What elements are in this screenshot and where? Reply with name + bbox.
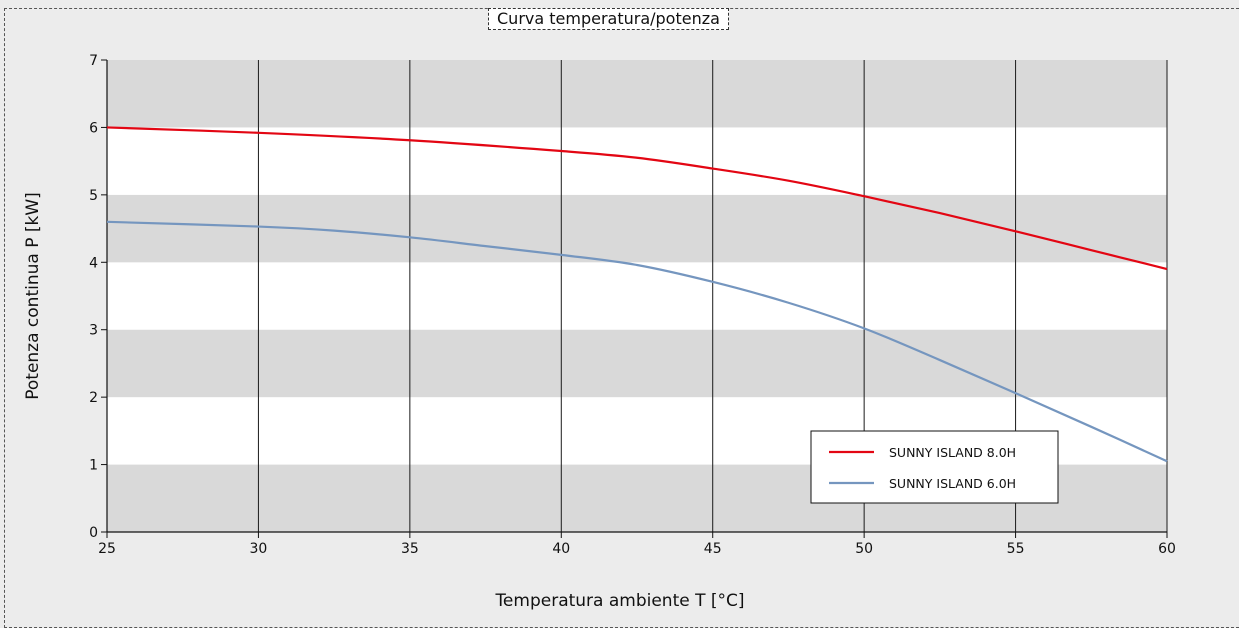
series-line-sunny-island-8-0h — [106, 126, 1168, 271]
legend-label: SUNNY ISLAND 6.0H — [889, 476, 1016, 491]
legend-label: SUNNY ISLAND 8.0H — [889, 445, 1016, 460]
grid-band — [107, 60, 1167, 128]
x-tick-label: 60 — [1158, 541, 1176, 557]
grid-band — [107, 329, 1167, 398]
x-tick-label: 40 — [552, 541, 570, 557]
y-tick-label: 3 — [89, 323, 98, 339]
y-axis-label: Potenza continua P [kW] — [23, 192, 43, 400]
x-tick-label: 55 — [1007, 541, 1025, 557]
y-tick-label: 2 — [89, 390, 98, 406]
grid-band — [107, 127, 1167, 195]
y-tick-label: 7 — [89, 53, 98, 69]
legend-box — [810, 430, 1059, 504]
legend: SUNNY ISLAND 8.0H SUNNY ISLAND 6.0H — [810, 430, 1059, 504]
series-lines — [106, 126, 1168, 463]
y-tick-label: 1 — [89, 458, 98, 474]
chart-title: Curva temperatura/potenza — [488, 8, 729, 30]
x-tick-label: 50 — [855, 541, 873, 557]
grid-band — [107, 262, 1167, 330]
y-tick-label: 6 — [89, 120, 98, 136]
x-tick-label: 25 — [98, 541, 116, 557]
y-tick-label: 0 — [89, 525, 98, 541]
axes-group — [106, 60, 1167, 533]
x-axis-label: Temperatura ambiente T [°C] — [494, 591, 744, 611]
series-line-sunny-island-6-0h — [106, 220, 1168, 463]
y-tick-label: 4 — [89, 255, 98, 271]
x-tick-label: 30 — [250, 541, 268, 557]
y-tick-label: 5 — [89, 188, 98, 204]
x-tick-label: 45 — [704, 541, 722, 557]
x-tick-label: 35 — [401, 541, 419, 557]
